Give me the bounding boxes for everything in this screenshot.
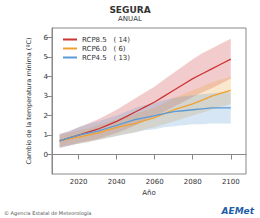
svg-text:2060: 2060 [146,178,164,186]
svg-text:RCP4.5 ( 13): RCP4.5 ( 13) [82,54,130,62]
svg-text:4: 4 [44,73,49,81]
svg-text:Cambio de la temperatura mínim: Cambio de la temperatura mínima (ºC) [25,37,33,164]
svg-text:RCP8.5 ( 14): RCP8.5 ( 14) [82,36,130,44]
svg-text:6: 6 [44,34,49,42]
svg-text:AEMet: AEMet [221,206,255,216]
svg-text:1: 1 [44,131,48,139]
svg-text:2020: 2020 [70,178,88,186]
svg-text:0: 0 [44,151,48,159]
svg-text:ANUAL: ANUAL [118,15,142,23]
svg-text:Año: Año [142,189,156,197]
svg-text:RCP6.0 ( 6): RCP6.0 ( 6) [82,45,126,53]
svg-text:2100: 2100 [222,178,240,186]
svg-text:2080: 2080 [184,178,202,186]
svg-text:2040: 2040 [108,178,126,186]
svg-text:3: 3 [44,92,48,100]
svg-text:© Agencia Estatal de Meteorolo: © Agencia Estatal de Meteorología [4,210,91,217]
svg-text:2: 2 [44,112,48,120]
svg-text:SEGURA: SEGURA [109,5,150,15]
svg-text:5: 5 [44,53,48,61]
